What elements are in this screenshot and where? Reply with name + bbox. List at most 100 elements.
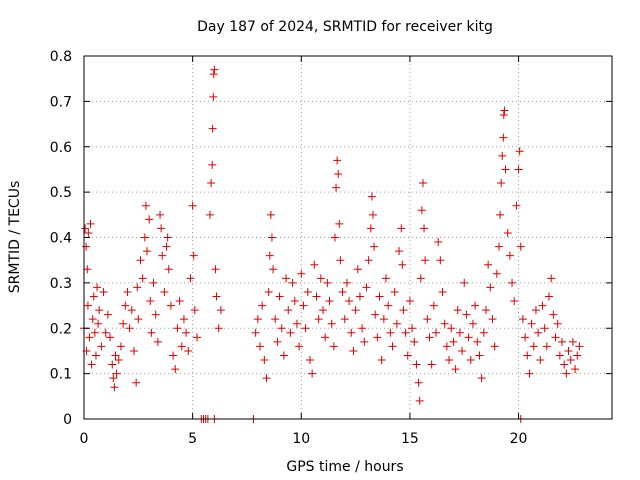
data-point <box>432 328 440 337</box>
data-point <box>464 333 473 342</box>
data-point <box>81 224 90 233</box>
data-point <box>512 201 521 210</box>
data-point <box>83 265 92 274</box>
data-point <box>386 328 395 337</box>
data-point <box>370 242 379 251</box>
data-point <box>335 219 344 228</box>
x-tick-label: 0 <box>80 431 89 447</box>
data-point <box>192 333 201 342</box>
data-point <box>143 247 152 256</box>
data-point <box>301 324 310 333</box>
data-point <box>262 374 271 383</box>
data-point <box>499 110 508 119</box>
data-point <box>429 301 438 310</box>
data-point <box>97 342 106 351</box>
data-point <box>418 179 427 188</box>
data-point <box>288 278 297 287</box>
data-point <box>405 297 414 306</box>
data-point <box>284 306 293 315</box>
data-point <box>555 351 564 360</box>
data-point <box>87 360 96 369</box>
data-point <box>310 260 319 269</box>
data-point <box>377 356 386 365</box>
data-point <box>156 210 165 219</box>
data-point <box>371 310 380 319</box>
data-point <box>481 306 490 315</box>
data-point <box>471 301 480 310</box>
data-point <box>171 365 180 374</box>
y-tick-label: 0.1 <box>50 367 72 383</box>
data-point <box>108 360 117 369</box>
data-point <box>342 278 351 287</box>
data-point <box>390 287 399 296</box>
data-point <box>514 165 523 174</box>
data-point <box>211 265 220 274</box>
data-point <box>382 274 391 283</box>
data-point <box>93 283 102 292</box>
data-point <box>538 301 547 310</box>
data-point <box>503 228 512 237</box>
data-point <box>392 319 401 328</box>
data-point <box>325 297 334 306</box>
data-point <box>338 287 347 296</box>
data-point <box>146 297 155 306</box>
data-point <box>157 224 166 233</box>
data-point <box>373 333 382 342</box>
data-point <box>368 210 377 219</box>
data-point <box>114 356 123 365</box>
data-point <box>251 328 260 337</box>
data-point <box>340 315 349 324</box>
data-point <box>466 356 475 365</box>
data-point <box>332 183 341 192</box>
data-point <box>521 333 530 342</box>
data-point <box>333 156 342 165</box>
data-point <box>403 351 412 360</box>
x-tick-label: 5 <box>188 431 197 447</box>
data-point <box>425 333 434 342</box>
data-point <box>134 315 143 324</box>
y-tick-label: 0.3 <box>50 276 72 292</box>
data-point <box>253 315 262 324</box>
data-point <box>182 328 191 337</box>
data-point <box>367 192 376 201</box>
data-point <box>362 283 371 292</box>
data-point <box>179 315 188 324</box>
data-point <box>207 179 216 188</box>
y-tick-label: 0.8 <box>50 49 72 65</box>
data-point <box>169 351 178 360</box>
data-point <box>547 274 556 283</box>
data-point <box>147 328 156 337</box>
y-tick-label: 0.7 <box>50 94 72 110</box>
data-point <box>414 378 423 387</box>
data-point <box>125 324 134 333</box>
data-point <box>330 233 339 242</box>
data-point <box>140 233 149 242</box>
data-point <box>91 351 100 360</box>
data-point <box>436 256 445 265</box>
data-point <box>271 315 280 324</box>
data-point <box>447 324 456 333</box>
data-point <box>323 278 332 287</box>
data-point <box>568 337 577 346</box>
data-point <box>186 274 195 283</box>
data-point <box>264 287 273 296</box>
data-point <box>349 346 358 355</box>
x-axis-label: GPS time / hours <box>286 459 403 475</box>
data-point <box>86 219 95 228</box>
data-point <box>127 306 136 315</box>
data-point <box>416 274 425 283</box>
data-point <box>434 238 443 247</box>
data-point <box>275 292 284 301</box>
data-point <box>496 210 505 219</box>
data-point <box>145 215 154 224</box>
data-point <box>295 342 304 351</box>
data-point <box>412 360 421 369</box>
data-point <box>475 351 484 360</box>
data-point <box>260 356 269 365</box>
data-point <box>384 301 393 310</box>
data-point <box>94 319 103 328</box>
data-point <box>265 251 274 260</box>
data-point <box>208 124 217 133</box>
data-point <box>440 319 449 328</box>
